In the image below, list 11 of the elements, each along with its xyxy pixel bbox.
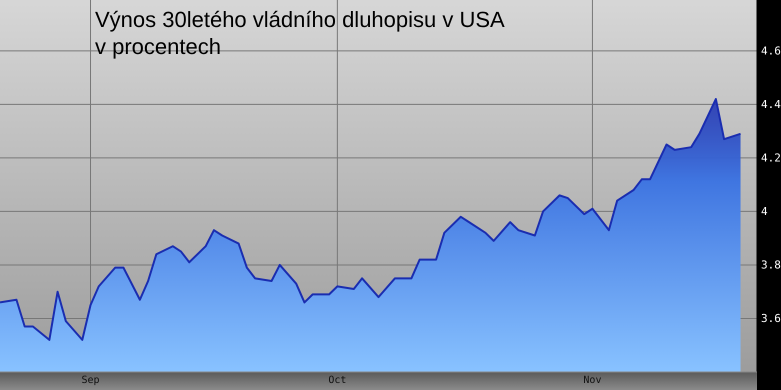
x-tick-label: Nov xyxy=(583,375,602,386)
y-tick-label: 4 xyxy=(761,204,768,218)
y-tick-label: 3.6 xyxy=(761,312,781,325)
x-tick-label: Sep xyxy=(81,375,100,386)
x-tick-label: Oct xyxy=(328,375,346,386)
text: v procentech xyxy=(95,34,221,59)
y-tick-label: 3.8 xyxy=(761,258,781,272)
y-tick-label: 4.4 xyxy=(761,98,781,111)
y-tick-label: 4.2 xyxy=(761,151,781,164)
chart-title: Výnos 30letého vládního dluhopisu v USA xyxy=(95,7,506,32)
y-tick-label: 4.6 xyxy=(761,44,781,58)
